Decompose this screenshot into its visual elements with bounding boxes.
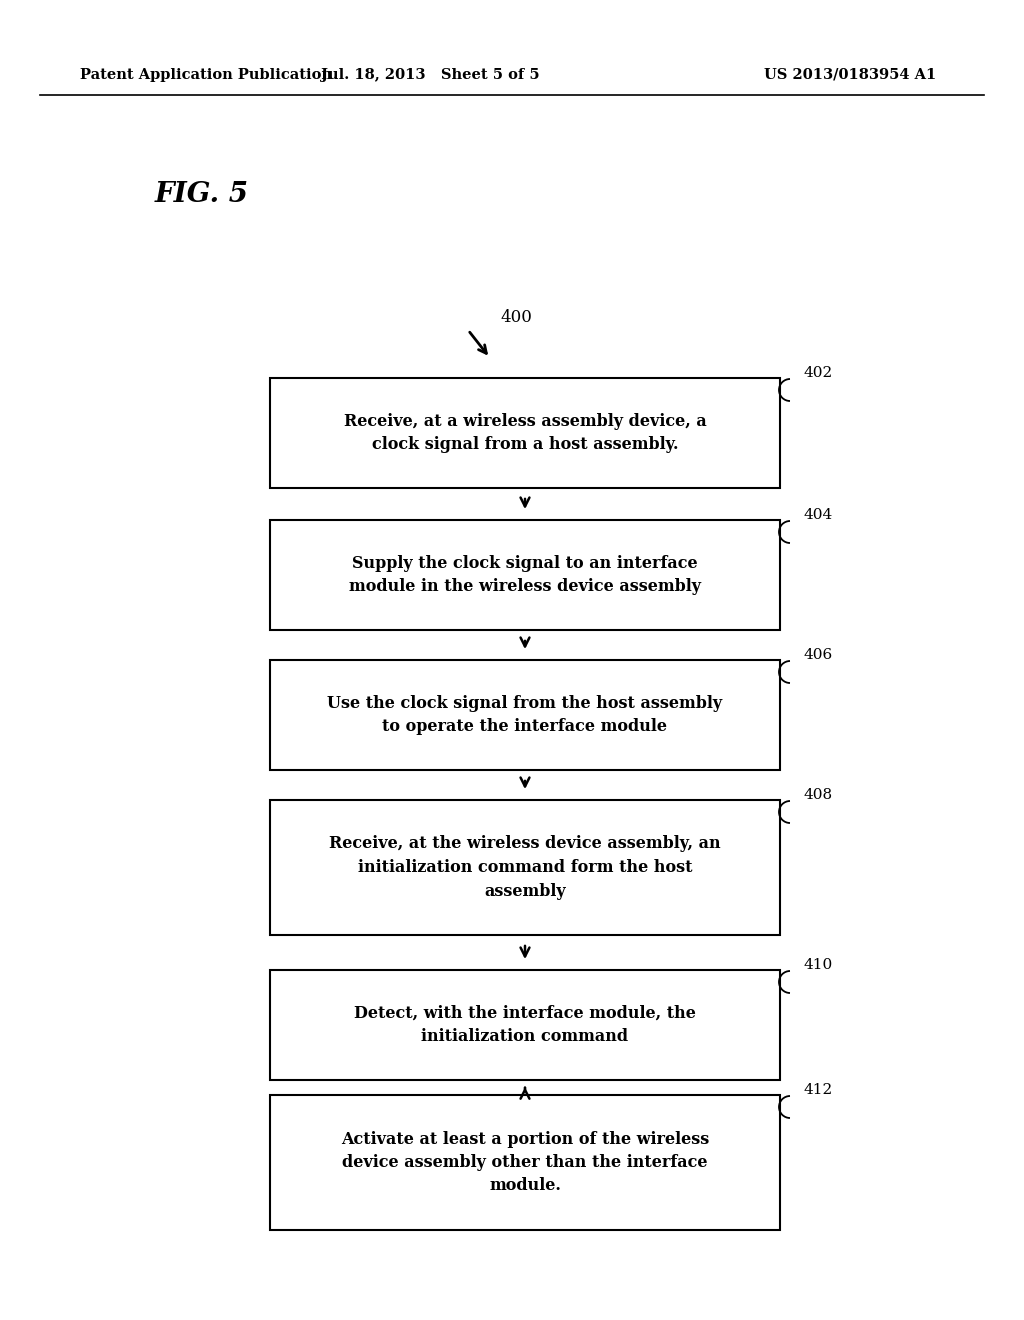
Text: Supply the clock signal to an interface
module in the wireless device assembly: Supply the clock signal to an interface …: [349, 554, 701, 595]
Text: Jul. 18, 2013   Sheet 5 of 5: Jul. 18, 2013 Sheet 5 of 5: [321, 69, 540, 82]
Text: Use the clock signal from the host assembly
to operate the interface module: Use the clock signal from the host assem…: [328, 694, 723, 735]
Text: 406: 406: [803, 648, 833, 663]
Bar: [270, 800, 780, 935]
Text: FIG. 5: FIG. 5: [155, 181, 249, 209]
Bar: [270, 970, 780, 1080]
Text: 402: 402: [803, 366, 833, 380]
Text: 400: 400: [500, 309, 531, 326]
Text: US 2013/0183954 A1: US 2013/0183954 A1: [764, 69, 936, 82]
Bar: [270, 378, 780, 488]
Text: 408: 408: [803, 788, 833, 803]
Text: Activate at least a portion of the wireless
device assembly other than the inter: Activate at least a portion of the wirel…: [341, 1130, 710, 1195]
Text: Detect, with the interface module, the
initialization command: Detect, with the interface module, the i…: [354, 1005, 696, 1045]
Text: 404: 404: [803, 508, 833, 521]
Text: Receive, at a wireless assembly device, a
clock signal from a host assembly.: Receive, at a wireless assembly device, …: [344, 413, 707, 453]
Text: 412: 412: [803, 1082, 833, 1097]
Bar: [270, 520, 780, 630]
Bar: [270, 660, 780, 770]
Bar: [270, 1096, 780, 1230]
Text: 410: 410: [803, 958, 833, 972]
Text: Receive, at the wireless device assembly, an
initialization command form the hos: Receive, at the wireless device assembly…: [329, 836, 721, 899]
Text: Patent Application Publication: Patent Application Publication: [80, 69, 332, 82]
